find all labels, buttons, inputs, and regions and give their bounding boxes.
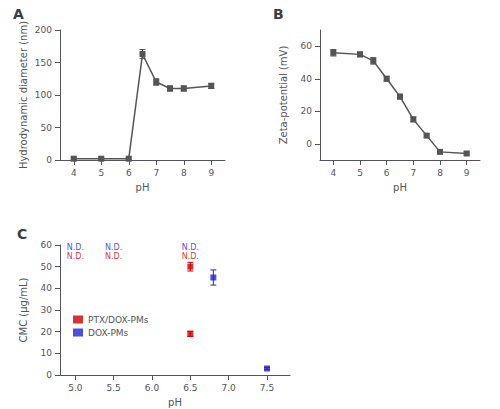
- svg-text:C: C: [17, 226, 27, 242]
- svg-text:150: 150: [35, 58, 52, 68]
- svg-text:0: 0: [46, 370, 52, 380]
- svg-text:40: 40: [41, 283, 53, 293]
- svg-text:CMC (μg/mL): CMC (μg/mL): [18, 277, 29, 342]
- svg-text:60: 60: [301, 41, 313, 51]
- svg-text:50: 50: [41, 262, 53, 272]
- svg-text:10: 10: [41, 348, 53, 358]
- svg-text:20: 20: [41, 327, 53, 337]
- svg-text:A: A: [13, 6, 24, 22]
- svg-text:PTX/DOX-PMs: PTX/DOX-PMs: [88, 315, 149, 325]
- svg-text:N.D.: N.D.: [182, 243, 199, 252]
- svg-text:8: 8: [181, 168, 187, 178]
- svg-text:pH: pH: [393, 182, 407, 193]
- svg-text:6.5: 6.5: [183, 383, 197, 393]
- svg-text:Hydrodynamic diameter (nm): Hydrodynamic diameter (nm): [18, 21, 29, 169]
- svg-text:60: 60: [41, 240, 53, 250]
- svg-text:6: 6: [126, 168, 132, 178]
- svg-text:7.0: 7.0: [222, 383, 237, 393]
- svg-text:N.D.: N.D.: [67, 252, 84, 261]
- svg-text:5.0: 5.0: [68, 383, 83, 393]
- svg-text:pH: pH: [136, 182, 150, 193]
- svg-text:200: 200: [35, 25, 52, 35]
- svg-text:N.D.: N.D.: [182, 252, 199, 261]
- svg-text:Zeta-potential (mV): Zeta-potential (mV): [278, 46, 289, 145]
- svg-text:DOX-PMs: DOX-PMs: [88, 328, 129, 338]
- svg-text:4: 4: [71, 168, 77, 178]
- svg-text:6.0: 6.0: [145, 383, 160, 393]
- svg-text:pH: pH: [168, 397, 182, 408]
- svg-text:0: 0: [306, 139, 312, 149]
- svg-text:7: 7: [153, 168, 159, 178]
- svg-text:N.D.: N.D.: [105, 252, 122, 261]
- svg-text:20: 20: [301, 106, 313, 116]
- svg-text:5: 5: [98, 168, 104, 178]
- svg-text:N.D.: N.D.: [105, 243, 122, 252]
- svg-text:7.5: 7.5: [260, 383, 274, 393]
- svg-text:7: 7: [410, 168, 416, 178]
- svg-text:6: 6: [384, 168, 390, 178]
- svg-text:5.5: 5.5: [107, 383, 121, 393]
- svg-text:40: 40: [301, 74, 313, 84]
- svg-text:N.D.: N.D.: [67, 243, 84, 252]
- svg-text:9: 9: [464, 168, 470, 178]
- svg-text:30: 30: [41, 305, 53, 315]
- svg-text:50: 50: [41, 123, 53, 133]
- svg-text:100: 100: [35, 90, 52, 100]
- svg-text:B: B: [273, 6, 284, 22]
- svg-text:4: 4: [330, 168, 336, 178]
- svg-text:0: 0: [46, 155, 52, 165]
- svg-text:5: 5: [357, 168, 363, 178]
- svg-text:9: 9: [208, 168, 214, 178]
- svg-text:8: 8: [437, 168, 443, 178]
